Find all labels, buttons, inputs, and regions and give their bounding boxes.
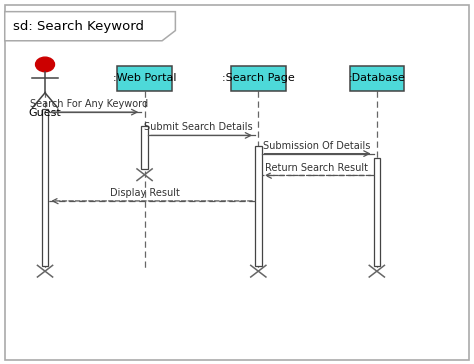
- Bar: [374, 158, 380, 266]
- Bar: [231, 66, 285, 91]
- Text: :Database: :Database: [348, 73, 405, 83]
- Text: Submit Search Details: Submit Search Details: [144, 123, 253, 132]
- Bar: [350, 66, 404, 91]
- Bar: [141, 126, 148, 169]
- Polygon shape: [5, 12, 175, 41]
- Text: sd: Search Keyword: sd: Search Keyword: [13, 20, 144, 33]
- Bar: [117, 66, 172, 91]
- Text: Search For Any Keyword: Search For Any Keyword: [30, 99, 148, 109]
- Bar: [42, 109, 48, 266]
- Text: Display Result: Display Result: [109, 188, 180, 198]
- Text: :Search Page: :Search Page: [222, 73, 295, 83]
- Text: Submission Of Details: Submission Of Details: [263, 141, 370, 151]
- Text: :Web Portal: :Web Portal: [113, 73, 176, 83]
- Text: Guest: Guest: [28, 108, 62, 118]
- Circle shape: [36, 57, 55, 72]
- Bar: [255, 146, 262, 266]
- Text: Return Search Result: Return Search Result: [265, 163, 368, 173]
